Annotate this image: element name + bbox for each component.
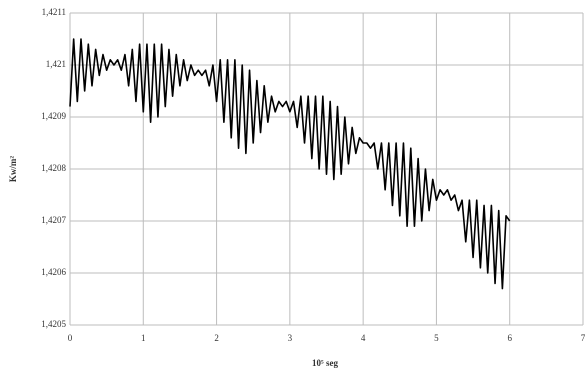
y-tick-label: 1,4206 bbox=[41, 267, 66, 277]
y-tick-label: 1,4209 bbox=[41, 111, 66, 121]
y-axis-label: Kw/m² bbox=[8, 156, 18, 182]
y-tick-label: 1,4207 bbox=[41, 215, 66, 225]
y-tick-label: 1,421 bbox=[46, 59, 66, 69]
data-line bbox=[69, 38, 511, 290]
y-tick-label: 1,4211 bbox=[42, 7, 66, 17]
x-tick-label: 0 bbox=[68, 333, 73, 343]
x-axis-label: 10⁵ seg bbox=[312, 358, 338, 368]
x-tick-label: 4 bbox=[361, 333, 366, 343]
x-tick-label: 5 bbox=[434, 333, 439, 343]
y-tick-label: 1,4208 bbox=[41, 163, 66, 173]
x-tick-label: 1 bbox=[141, 333, 146, 343]
x-tick-label: 7 bbox=[581, 333, 586, 343]
x-tick-label: 6 bbox=[507, 333, 512, 343]
x-tick-label: 3 bbox=[288, 333, 293, 343]
y-tick-label: 1,4205 bbox=[41, 319, 66, 329]
x-tick-label: 2 bbox=[214, 333, 219, 343]
